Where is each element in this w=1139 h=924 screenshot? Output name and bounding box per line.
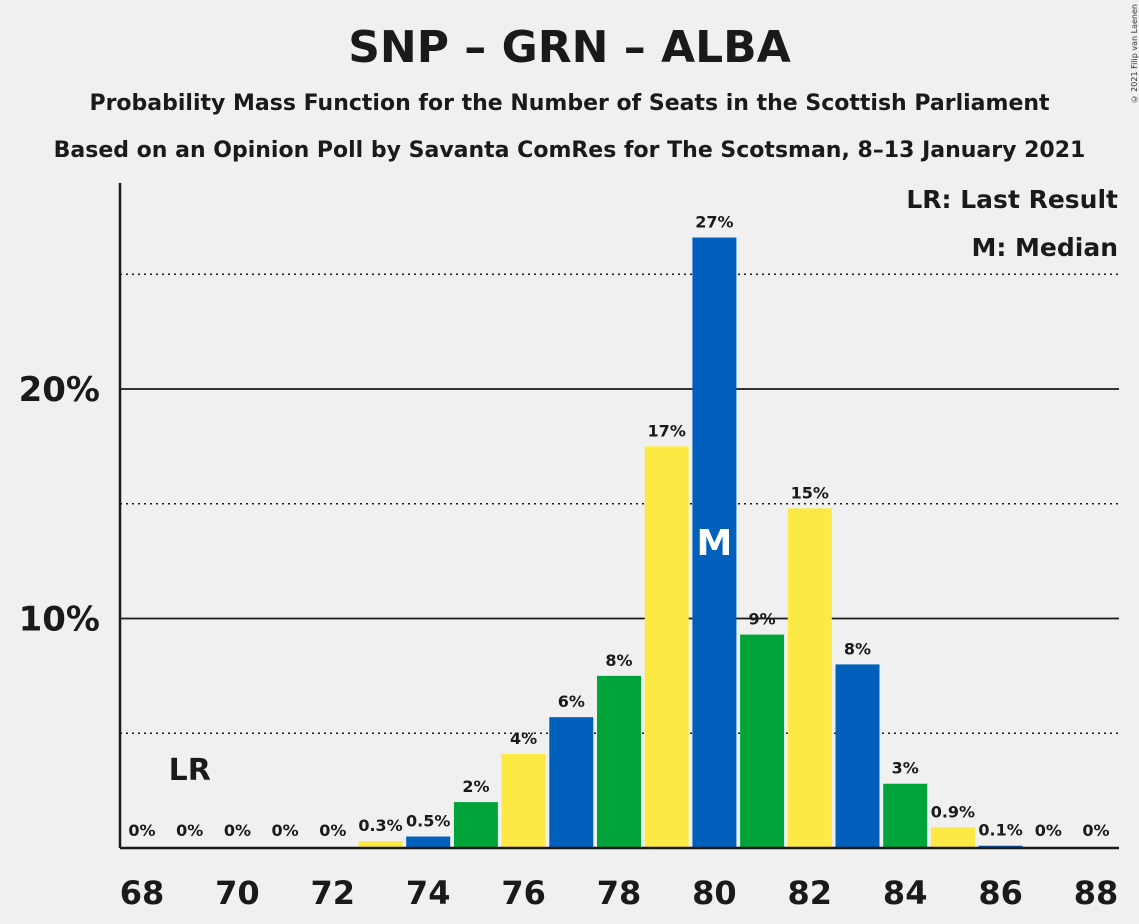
legend-median: M: Median [971,233,1118,262]
x-tick-label: 76 [501,874,546,912]
data-label-seat-72: 0% [319,821,346,840]
y-tick-label: 10% [19,600,100,640]
bar-seat-79 [644,446,689,848]
median-marker: M [696,523,732,564]
data-label-seat-79: 17% [648,421,686,440]
bar-seat-81 [740,634,785,848]
data-label-seat-73: 0.3% [358,816,402,835]
x-tick-label: 82 [788,874,833,912]
axes: 10% 20% 68 70 72 74 76 78 80 82 84 86 88 [19,183,1119,912]
bar-seat-80 [692,237,737,848]
legend-last-result: LR: Last Result [906,185,1118,214]
data-label-seat-87: 0% [1035,821,1062,840]
bar-seat-85 [930,827,975,848]
data-label-seat-85: 0.9% [931,802,975,821]
data-label-seat-68: 0% [128,821,155,840]
data-label-seat-76: 4% [510,729,537,748]
bar-seat-73 [358,841,403,848]
x-tick-label: 84 [883,874,928,912]
data-label-seat-83: 8% [844,639,871,658]
data-label-seat-74: 0.5% [406,812,450,831]
bar-seat-75 [453,802,498,848]
y-tick-label: 20% [19,370,100,410]
bar-seat-83 [835,664,880,848]
x-tick-label: 80 [692,874,737,912]
bar-seat-74 [406,836,451,848]
data-label-seat-77: 6% [558,692,585,711]
x-tick-label: 88 [1074,874,1119,912]
x-tick-label: 70 [215,874,260,912]
chart-source-subtitle: Based on an Opinion Poll by Savanta ComR… [53,138,1086,163]
data-label-seat-86: 0.1% [978,821,1022,840]
data-label-seat-82: 15% [791,483,829,502]
bar-seat-84 [883,783,928,848]
chart-subtitle: Probability Mass Function for the Number… [89,91,1050,116]
data-labels: 0% 0% LR 0% 0% 0% 0.3% 0.5% 2% 4% 6% 8% 17% 27% M 9% 15%… [128,213,1109,840]
data-label-seat-84: 3% [892,759,919,778]
chart-title: SNP – GRN – ALBA [348,22,791,73]
data-label-seat-70: 0% [224,821,251,840]
bars [358,237,1023,848]
data-label-seat-69: 0% [176,821,203,840]
bar-seat-77 [549,717,594,848]
bar-seat-82 [787,508,832,848]
data-label-seat-78: 8% [605,651,632,670]
x-tick-label: 86 [978,874,1023,912]
data-label-seat-88: 0% [1082,821,1109,840]
data-label-seat-80: 27% [695,213,733,232]
bar-seat-78 [597,675,641,848]
bar-seat-76 [501,753,546,848]
data-label-seat-71: 0% [272,821,299,840]
x-tick-label: 72 [311,874,356,912]
x-tick-label: 78 [597,874,642,912]
x-tick-label: 68 [120,874,165,912]
data-label-seat-75: 2% [462,777,489,796]
x-tick-label: 74 [406,874,451,912]
data-label-seat-81: 9% [749,610,776,629]
last-result-marker: LR [169,753,211,788]
